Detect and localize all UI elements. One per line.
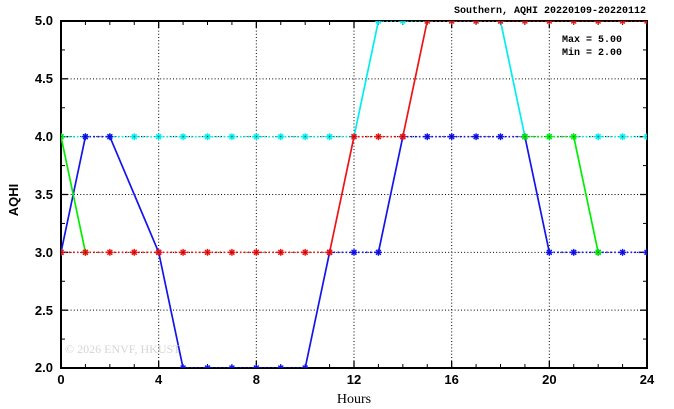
svg-text:2.0: 2.0 — [35, 360, 53, 375]
svg-text:3.5: 3.5 — [35, 187, 53, 202]
svg-text:4: 4 — [155, 372, 163, 387]
svg-text:Hours: Hours — [337, 392, 371, 407]
svg-text:4.0: 4.0 — [35, 129, 53, 144]
svg-text:Max = 5.00: Max = 5.00 — [562, 35, 622, 46]
svg-text:Southern, AQHI 20220109-202201: Southern, AQHI 20220109-20220112 — [454, 5, 646, 17]
svg-text:4.5: 4.5 — [35, 71, 53, 86]
svg-text:0: 0 — [57, 372, 64, 387]
svg-text:2.5: 2.5 — [35, 303, 53, 318]
svg-text:3.0: 3.0 — [35, 245, 53, 260]
svg-text:20: 20 — [542, 372, 556, 387]
svg-text:AQHI: AQHI — [6, 184, 21, 217]
svg-text:© 2026 ENVF, HKUST: © 2026 ENVF, HKUST — [65, 342, 181, 356]
svg-text:12: 12 — [347, 372, 361, 387]
svg-text:Min = 2.00: Min = 2.00 — [562, 47, 622, 59]
svg-text:24: 24 — [640, 372, 655, 387]
svg-text:8: 8 — [253, 372, 260, 387]
svg-text:5.0: 5.0 — [35, 13, 53, 28]
svg-text:16: 16 — [444, 372, 458, 387]
